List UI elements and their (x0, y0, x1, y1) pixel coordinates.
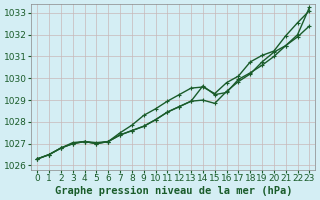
X-axis label: Graphe pression niveau de la mer (hPa): Graphe pression niveau de la mer (hPa) (55, 186, 292, 196)
